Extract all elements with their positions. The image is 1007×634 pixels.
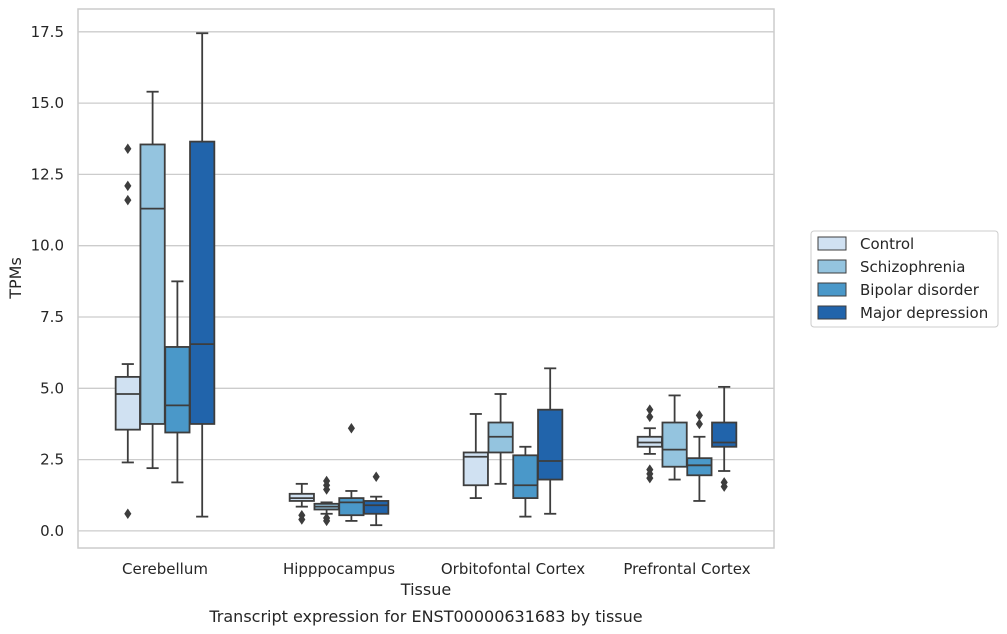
outlier-point [323, 512, 331, 524]
outlier-point [323, 475, 331, 487]
outlier-point [298, 509, 306, 521]
box-group [114, 143, 141, 520]
outlier-point [124, 143, 132, 154]
y-tick-label: 5.0 [40, 379, 64, 397]
outlier-point [646, 404, 654, 415]
y-tick-label: 17.5 [31, 23, 64, 41]
outlier-point [124, 180, 132, 192]
chart-caption: Transcript expression for ENST0000063168… [208, 607, 642, 626]
box-iqr [512, 454, 539, 499]
legend-label: Control [860, 235, 914, 253]
legend-swatch [817, 305, 847, 320]
box-iqr [686, 457, 713, 477]
box-group [139, 90, 166, 470]
box-group [661, 394, 688, 481]
box-iqr [114, 375, 141, 431]
box-group [711, 385, 738, 492]
box-group [338, 422, 365, 522]
y-tick-label: 10.0 [31, 237, 64, 255]
box-iqr [189, 140, 216, 425]
box-group [512, 445, 539, 518]
y-tick-label: 12.5 [31, 165, 64, 183]
x-tick-label: Cerebellum [122, 560, 208, 578]
outlier-point [695, 410, 703, 421]
y-tick-labels: 0.0 2.5 5.0 7.5 10.0 12.5 15.0 17.5 [31, 23, 64, 540]
x-tick-label: Prefrontal Cortex [623, 560, 750, 578]
y-tick-label: 7.5 [40, 308, 64, 326]
legend-label: Schizophrenia [860, 258, 965, 276]
box-group [288, 482, 315, 525]
legend-swatch [817, 259, 847, 274]
box-group [164, 280, 191, 484]
outlier-point [124, 508, 132, 520]
outlier-point [124, 194, 132, 206]
x-axis-label: Tissue [400, 580, 451, 599]
box-iqr [164, 346, 191, 434]
y-tick-label: 2.5 [40, 451, 64, 469]
box-iqr [661, 421, 688, 468]
box-group [189, 32, 216, 518]
legend-frame [810, 230, 999, 328]
outlier-point [646, 411, 654, 423]
y-axis-label: TPMs [6, 257, 25, 300]
y-tick-label: 0.0 [40, 522, 64, 540]
legend-label: Major depression [860, 304, 988, 322]
x-tick-label: Hipppocampus [283, 560, 395, 578]
legend-label: Bipolar disorder [860, 281, 980, 299]
box-group [313, 475, 340, 527]
box-iqr [537, 408, 564, 481]
box-iqr [363, 500, 390, 515]
box-layer [114, 32, 738, 527]
legend-swatch [817, 282, 847, 297]
box-iqr [139, 143, 166, 425]
x-tick-labels: Cerebellum Hipppocampus Orbitofontal Corte… [122, 560, 751, 578]
box-group [537, 367, 564, 515]
box-group [487, 393, 514, 485]
x-tick-label: Orbitofontal Cortex [441, 560, 585, 578]
y-tick-label: 15.0 [31, 94, 64, 112]
box-group [636, 404, 663, 484]
box-group [686, 410, 713, 502]
box-iqr [462, 451, 489, 487]
outlier-point [695, 418, 703, 430]
legend: Control Schizophrenia Bipolar disorder Majo… [810, 230, 999, 328]
plot-frame [77, 8, 775, 549]
box-group [462, 413, 489, 499]
outlier-point [347, 422, 355, 434]
outlier-point [372, 471, 380, 482]
box-group [363, 471, 390, 527]
box-iqr [338, 497, 365, 517]
outlier-point [646, 464, 654, 475]
legend-swatch [817, 236, 847, 251]
outlier-point [720, 477, 728, 488]
